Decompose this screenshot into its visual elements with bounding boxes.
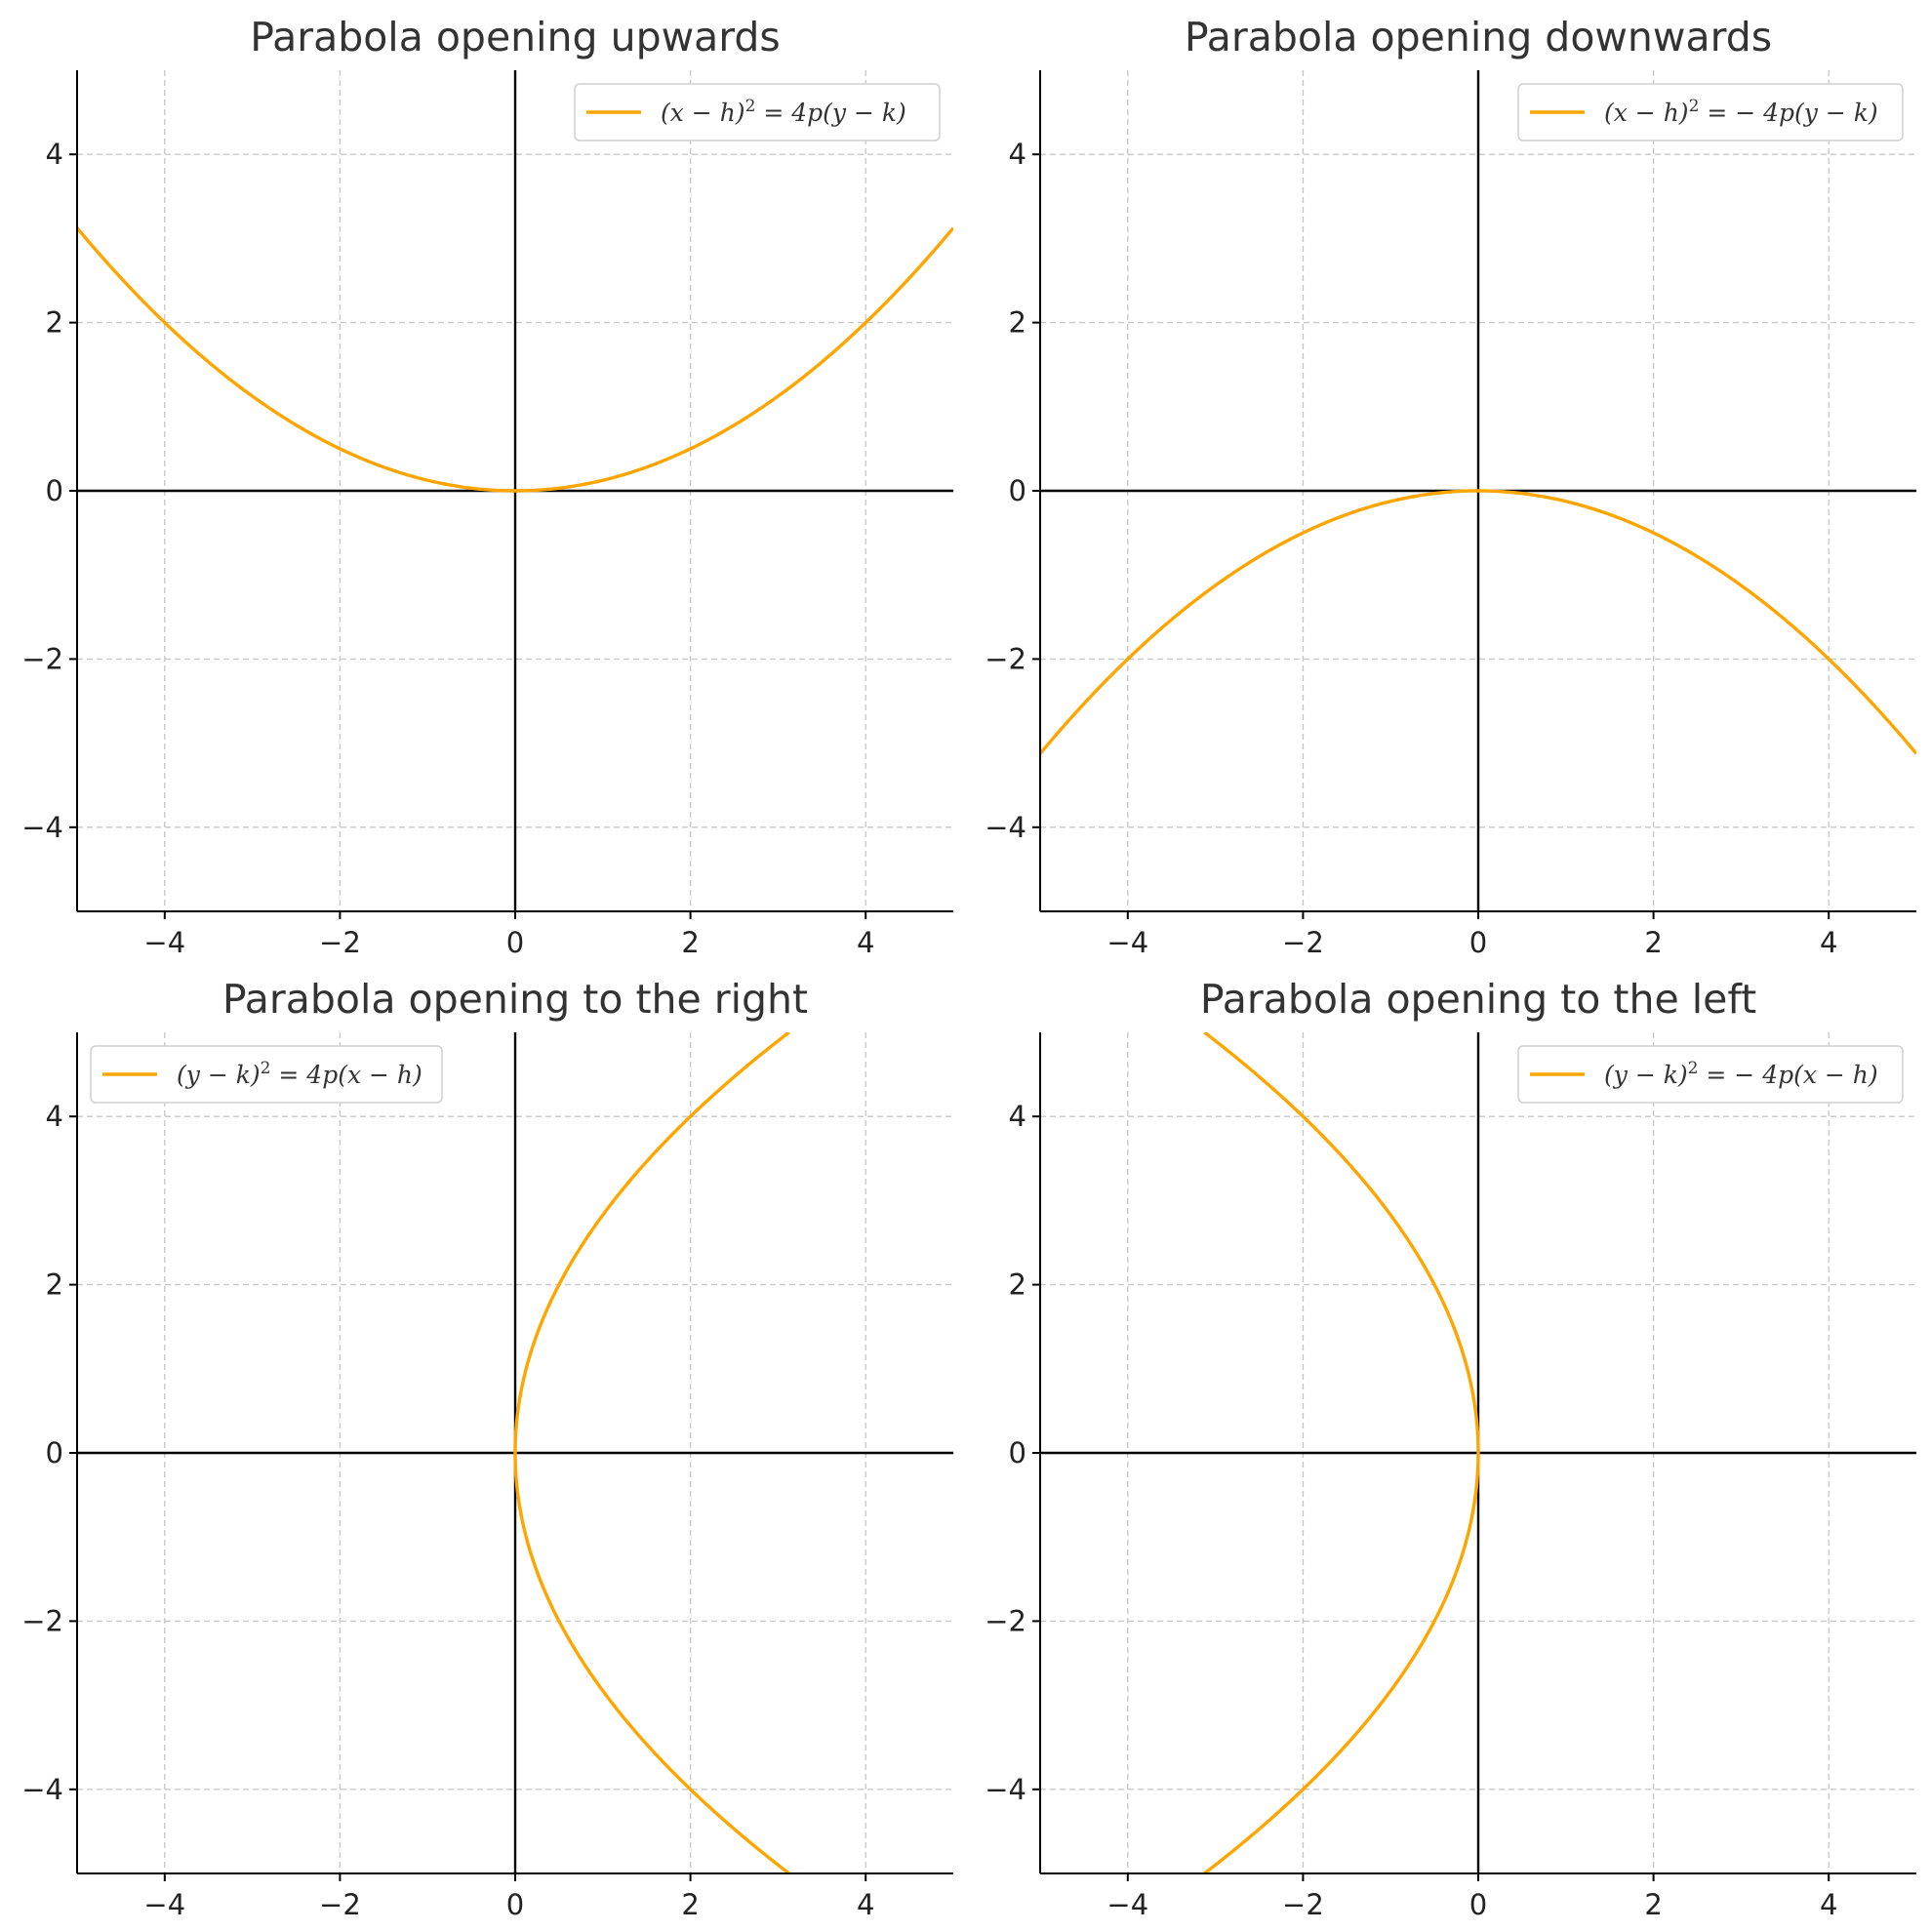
y-tick-label: 2 (46, 1268, 63, 1302)
y-tick-label: −2 (985, 642, 1026, 675)
subplot-up: Parabola opening upwards −4 −2 0 2 4 −4 −2 0 2 4 (x… (21, 14, 953, 959)
chart-title: Parabola opening upwards (250, 14, 781, 60)
legend-label: (y − k)2 = 4p(x − h) (177, 1059, 422, 1089)
y-tick-label: 2 (1009, 1268, 1026, 1302)
x-tick-label: −2 (319, 926, 361, 959)
x-tick-label: 4 (1820, 926, 1837, 959)
x-tick-label: 2 (681, 1888, 699, 1921)
y-tick-label: −2 (985, 1604, 1026, 1637)
chart-title: Parabola opening to the left (1200, 976, 1756, 1023)
legend: (x − h)2 = 4p(y − k) (574, 83, 941, 141)
subplot-left: Parabola opening to the left −4 −2 0 2 4 −4 −2 0… (985, 976, 1916, 1921)
x-tick-label: 2 (1644, 926, 1662, 959)
y-tick-label: −4 (21, 1773, 63, 1806)
x-tick-label: 0 (1469, 1888, 1487, 1921)
y-tick-label: −4 (985, 1773, 1026, 1806)
x-tick-label: −4 (1106, 926, 1148, 959)
subplot-right: Parabola opening to the right −4 −2 0 2 4 −4 −2… (21, 976, 953, 1921)
legend-box (1517, 83, 1904, 141)
legend-box (574, 83, 941, 141)
x-tick-label: 4 (1820, 1888, 1837, 1921)
x-tick-label: 0 (506, 1888, 524, 1921)
y-tick-label: 2 (1009, 306, 1026, 340)
y-tick-label: 2 (46, 306, 63, 340)
y-tick-label: 4 (46, 138, 63, 171)
x-tick-label: −2 (1282, 926, 1324, 959)
y-tick-label: 4 (46, 1100, 63, 1133)
legend: (x − h)2 = − 4p(y − k) (1517, 83, 1904, 141)
series-line (1040, 489, 1916, 755)
y-tick-label: 4 (1009, 1100, 1026, 1133)
chart-title: Parabola opening to the right (222, 976, 808, 1023)
x-tick-label: 4 (857, 1888, 874, 1921)
legend-label: (y − k)2 = − 4p(x − h) (1604, 1059, 1878, 1089)
x-tick-label: −4 (143, 926, 185, 959)
x-tick-label: −4 (1106, 1888, 1148, 1921)
y-tick-label: −2 (21, 642, 63, 675)
x-tick-label: 0 (1469, 926, 1487, 959)
legend: (y − k)2 = − 4p(x − h) (1517, 1045, 1904, 1104)
x-tick-label: −2 (1282, 1888, 1324, 1921)
chart-title: Parabola opening downwards (1185, 14, 1772, 60)
y-tick-label: 0 (1009, 1436, 1026, 1469)
legend-label: (x − h)2 = 4p(y − k) (661, 97, 906, 127)
subplot-down: Parabola opening downwards −4 −2 0 2 4 −4 −2 0 2 4… (985, 14, 1916, 959)
y-tick-label: 4 (1009, 138, 1026, 171)
y-tick-label: −4 (21, 811, 63, 844)
series-line (513, 1032, 790, 1873)
legend-label: (x − h)2 = − 4p(y − k) (1604, 97, 1878, 127)
legend-box (1517, 1045, 1904, 1104)
y-tick-label: 0 (46, 474, 63, 507)
series-line (1203, 1032, 1480, 1873)
legend: (y − k)2 = 4p(x − h) (90, 1045, 443, 1104)
y-tick-label: −4 (985, 811, 1026, 844)
x-tick-label: −4 (143, 1888, 185, 1921)
x-tick-label: 2 (1644, 1888, 1662, 1921)
series-line (77, 226, 953, 493)
legend-box (90, 1045, 443, 1104)
y-tick-label: 0 (46, 1436, 63, 1469)
x-tick-label: 2 (681, 926, 699, 959)
x-tick-label: 4 (857, 926, 874, 959)
x-tick-label: −2 (319, 1888, 361, 1921)
y-tick-label: −2 (21, 1604, 63, 1637)
x-tick-label: 0 (506, 926, 524, 959)
y-tick-label: 0 (1009, 474, 1026, 507)
